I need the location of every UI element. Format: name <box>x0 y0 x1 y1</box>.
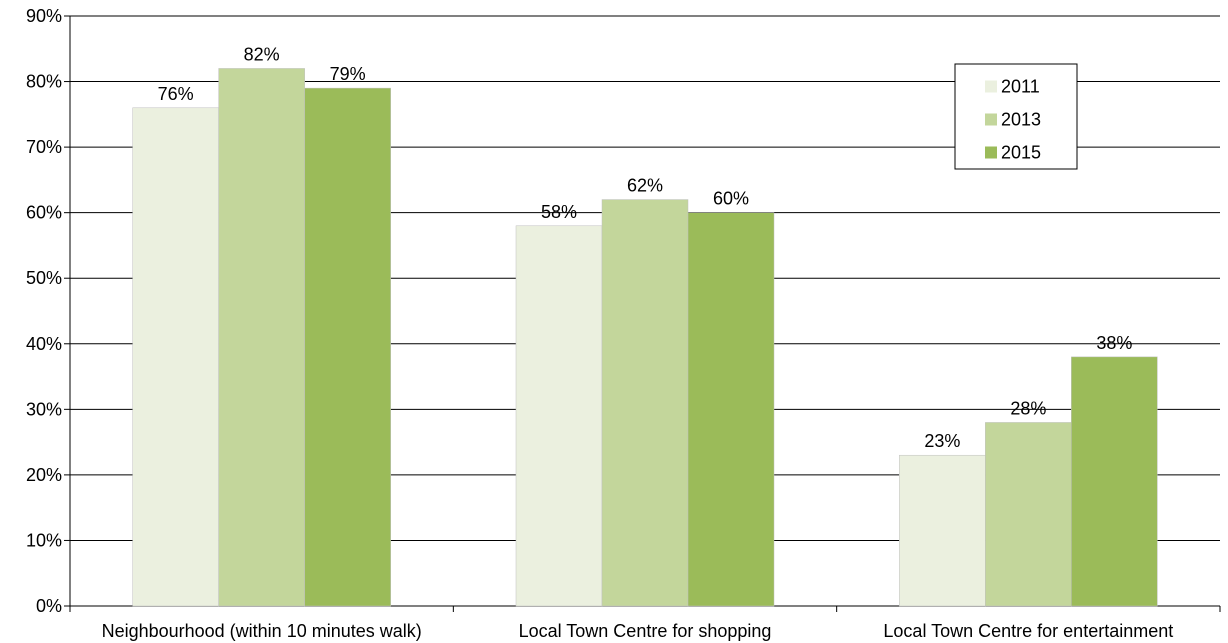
bar-2011 <box>515 225 603 607</box>
legend-swatch-2015 <box>985 146 997 159</box>
legend-label: 2013 <box>1001 110 1041 130</box>
y-tick-label: 60% <box>26 203 62 223</box>
legend: 2011 2013 2015 <box>954 63 1078 170</box>
y-tick-label: 30% <box>26 399 62 419</box>
data-labels: 76% 82% 79% 58% 62% 60% 23% 28% 38% <box>158 44 1133 451</box>
data-label: 76% <box>158 84 194 104</box>
legend-box <box>954 63 1078 170</box>
x-category-label: Local Town Centre for shopping <box>519 621 772 641</box>
data-label: 62% <box>627 176 663 196</box>
bar-2011 <box>132 107 219 607</box>
y-tick-label: 40% <box>26 334 62 354</box>
data-label: 79% <box>330 64 366 84</box>
data-label: 58% <box>541 202 577 222</box>
bar-2013 <box>218 68 305 607</box>
legend-label: 2011 <box>1001 77 1040 97</box>
data-label: 82% <box>244 44 280 64</box>
x-category-label: Local Town Centre for entertainment <box>883 621 1173 641</box>
bar-2015 <box>1071 356 1158 607</box>
bar-2015 <box>687 212 775 607</box>
legend-swatch-2013 <box>985 113 997 126</box>
data-label: 28% <box>1010 398 1046 418</box>
y-tick-label: 70% <box>26 137 62 157</box>
data-label: 23% <box>924 431 960 451</box>
bars <box>132 68 1158 607</box>
bar-2015 <box>304 87 391 607</box>
bar-2013 <box>601 199 689 607</box>
y-tick-label: 0% <box>36 596 62 616</box>
y-tick-label: 50% <box>26 268 62 288</box>
y-tick-label: 80% <box>26 72 62 92</box>
y-tick-label: 90% <box>26 6 62 26</box>
y-tick-label: 10% <box>26 530 62 550</box>
x-category-label: Neighbourhood (within 10 minutes walk) <box>102 621 422 641</box>
legend-label: 2015 <box>1001 143 1041 163</box>
y-tick-label: 20% <box>26 465 62 485</box>
axes: 0% 10% 20% 30% 40% 50% 60% 70% 80% 90% Neighbourho… <box>26 6 1221 641</box>
data-label: 38% <box>1096 333 1132 353</box>
data-label: 60% <box>713 189 749 209</box>
bar-2013 <box>985 422 1072 607</box>
legend-swatch-2011 <box>985 80 997 93</box>
bar-2011 <box>899 454 986 607</box>
